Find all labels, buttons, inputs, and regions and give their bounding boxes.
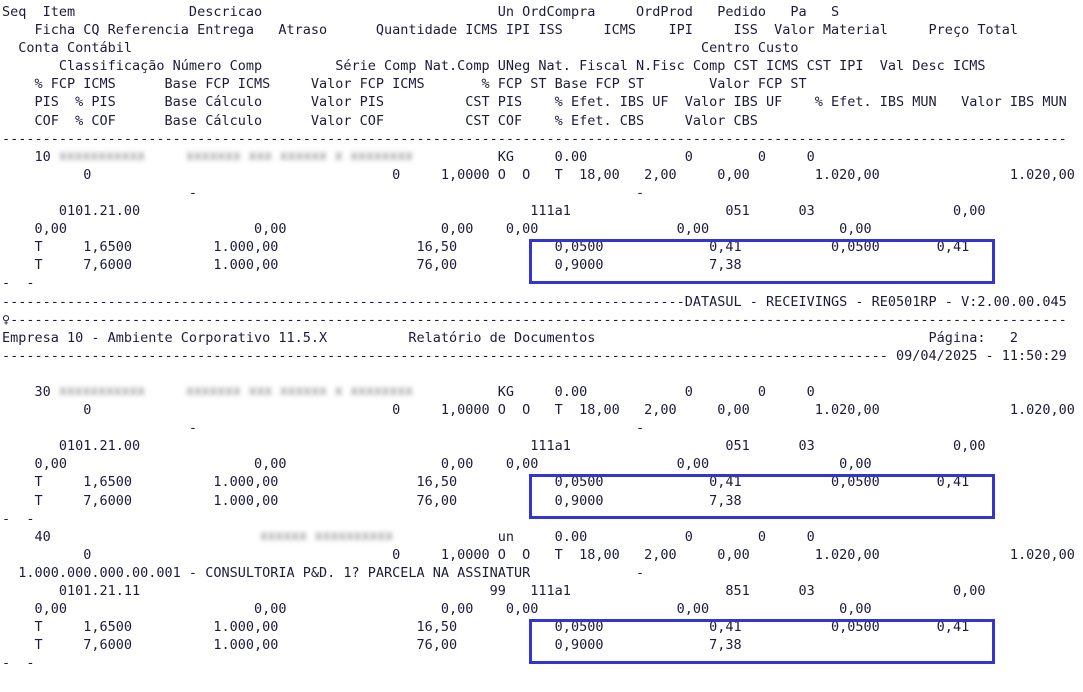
report-line-36: T 7,6000 1.000,00 76,00 0,9000 7,38: [2, 637, 742, 654]
report-line-27: T 1,6500 1.000,00 16,50 0,0500 0,41 0,05…: [2, 474, 970, 491]
highlight-box-1: [529, 239, 995, 284]
redacted-text-2: xxxxxxx xxx xxxxxx x xxxxxxxx: [186, 150, 413, 163]
report-line-24: - -: [2, 420, 645, 437]
report-line-1: Seq Item Descricao Un OrdCompra OrdProd …: [2, 4, 840, 20]
report-line-4: Classificação Número Comp Série Comp Nat…: [2, 58, 986, 75]
report-line-30: 40 un 0.00 0 0 0: [2, 528, 815, 545]
report-line-15: T 7,6000 1.000,00 76,00 0,9000 7,38: [2, 257, 742, 274]
report-line-20: ----------------------------------------…: [2, 347, 1067, 364]
report-line-7: COF % COF Base Cálculo Valor COF CST COF…: [2, 112, 758, 129]
report-line-25: 0101.21.00 111a1 051 03 0,00: [2, 438, 986, 455]
report-line-6: PIS % PIS Base Cálculo Valor PIS CST PIS…: [2, 94, 1067, 111]
report-line-19: Empresa 10 - Ambiente Corporativo 11.5.X…: [2, 329, 1018, 346]
report-line-17: ----------------------------------------…: [2, 293, 1067, 310]
redacted-text-4: xxxxxxx xxx xxxxxx x xxxxxxxx: [186, 385, 413, 398]
report-line-8: ----------------------------------------…: [2, 130, 1067, 147]
report-line-35: T 1,6500 1.000,00 16,50 0,0500 0,41 0,05…: [2, 619, 970, 636]
report-line-11: - -: [2, 184, 645, 201]
report-line-23: 0 0 1,0000 O O T 18,00 2,00 0,00 1.020,0…: [2, 402, 1075, 419]
redacted-text-5: xxxxxx xxxxxxxxxx: [260, 530, 394, 543]
report-line-21: [2, 365, 1083, 383]
report-line-34: 0,00 0,00 0,00 0,00 0,00 0,00: [2, 601, 872, 618]
report-line-3: Conta Contábil Centro Custo: [2, 40, 799, 57]
report-line-38: [2, 672, 1083, 690]
report-line-12: 0101.21.00 111a1 051 03 0,00: [2, 203, 986, 220]
report-line-28: T 7,6000 1.000,00 76,00 0,9000 7,38: [2, 492, 742, 509]
report-line-31: 0 0 1,0000 O O T 18,00 2,00 0,00 1.020,0…: [2, 546, 1075, 563]
redacted-text-1: xxxxxxxxxxx: [59, 150, 146, 163]
report-line-2: Ficha CQ Referencia Entrega Atraso Quant…: [2, 22, 1018, 39]
report-line-9: 10 KG 0.00 0 0 0: [2, 148, 815, 165]
report-line-13: 0,00 0,00 0,00 0,00 0,00 0,00: [2, 221, 872, 238]
report-line-37: - -: [2, 655, 35, 672]
report-line-14: T 1,6500 1.000,00 16,50 0,0500 0,41 0,05…: [2, 239, 970, 256]
report-line-29: - -: [2, 510, 35, 527]
highlight-box-2: [529, 474, 995, 519]
redacted-text-3: xxxxxxxxxxx: [59, 385, 146, 398]
report-line-22: 30 KG 0.00 0 0 0: [2, 383, 815, 400]
report-line-33: 0101.21.11 99 111a1 851 03 0,00: [2, 583, 986, 599]
report-line-26: 0,00 0,00 0,00 0,00 0,00 0,00: [2, 456, 872, 473]
report-line-32: 1.000.000.000.00.001 - CONSULTORIA P&D. …: [2, 564, 645, 581]
highlight-box-3: [529, 619, 995, 664]
report-line-10: 0 0 1,0000 O O T 18,00 2,00 0,00 1.020,0…: [2, 166, 1075, 183]
report-line-5: % FCP ICMS Base FCP ICMS Valor FCP ICMS …: [2, 76, 807, 93]
report-line-16: - -: [2, 275, 35, 292]
report-line-18: ♀---------------------------------------…: [2, 311, 1067, 328]
